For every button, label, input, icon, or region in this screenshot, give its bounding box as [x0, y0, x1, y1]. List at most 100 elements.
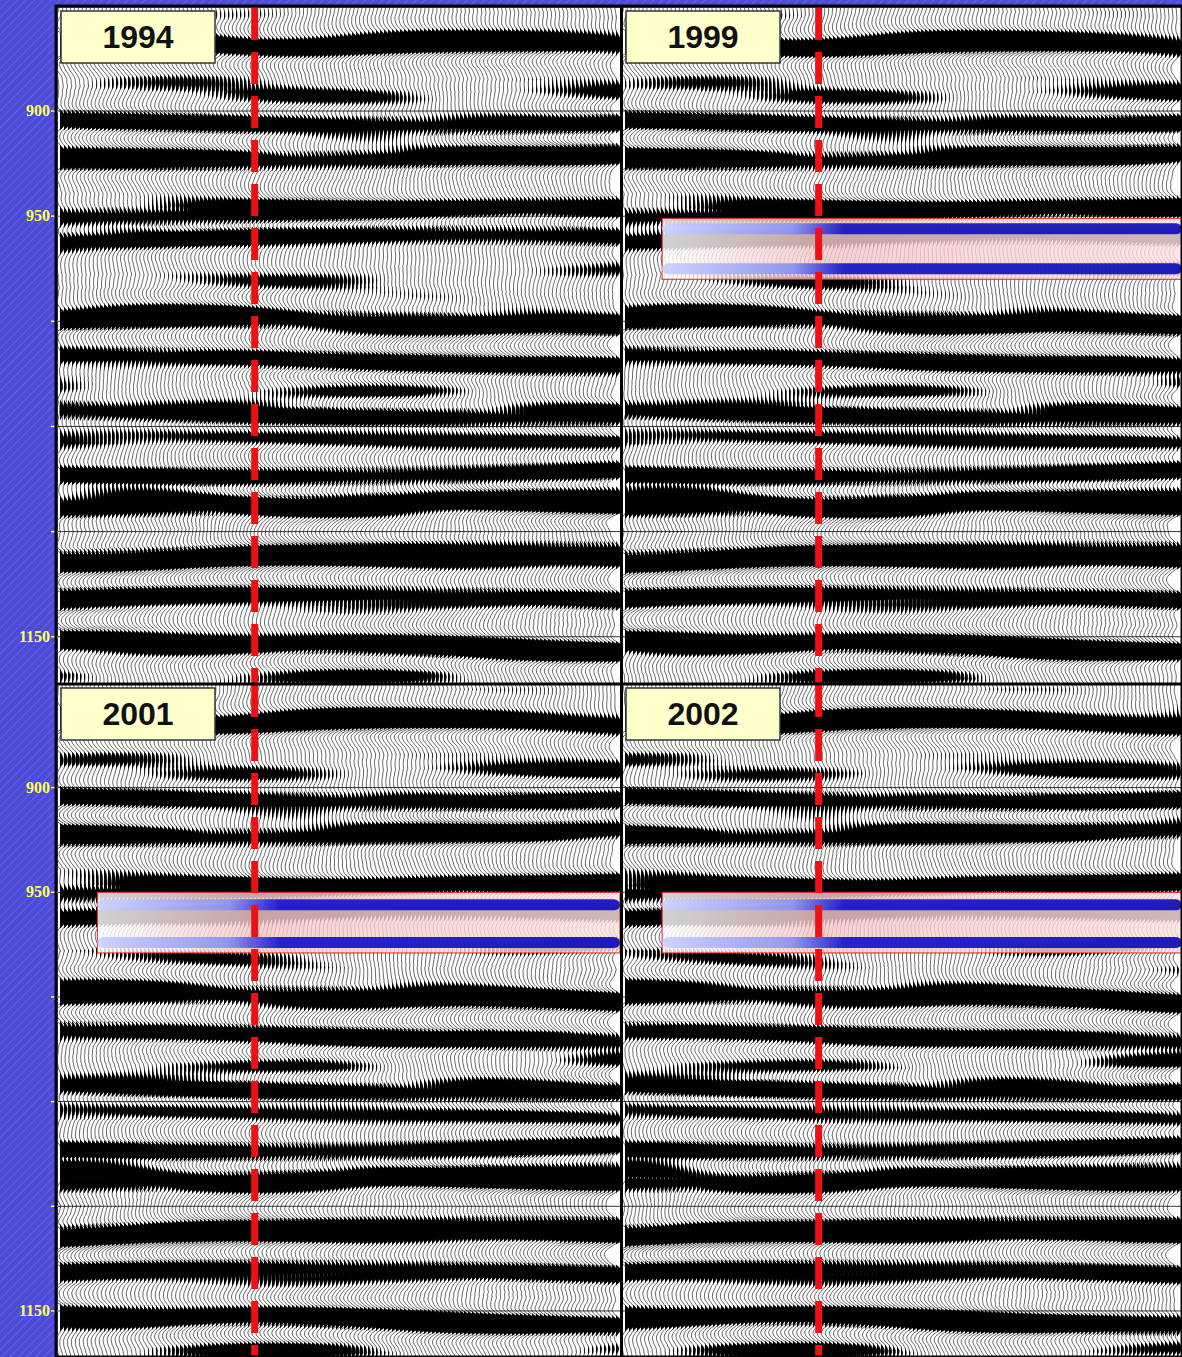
trace	[1007, 685, 1035, 1357]
trace-fill	[268, 8, 285, 683]
trace	[963, 685, 990, 1357]
trace	[216, 685, 246, 1357]
trace	[268, 685, 297, 1357]
trace	[546, 685, 572, 1357]
trace	[927, 685, 956, 1357]
trace-fill	[649, 8, 666, 683]
trace	[577, 685, 603, 1357]
trace-fill	[184, 8, 197, 683]
trace	[1137, 685, 1163, 1357]
trace-fill	[608, 8, 620, 683]
grid-line	[58, 531, 620, 532]
traces	[623, 685, 1182, 1357]
trace	[122, 8, 149, 683]
trace	[1133, 685, 1159, 1357]
reflector	[60, 195, 620, 228]
well-line	[251, 8, 258, 683]
trace	[688, 8, 711, 683]
anomaly-window	[662, 218, 1182, 279]
trace-fill	[384, 685, 403, 1357]
trace	[596, 685, 620, 1357]
trace-fill	[901, 8, 916, 683]
trace	[1076, 8, 1103, 683]
trace	[1019, 685, 1047, 1357]
reflector-lobes	[625, 786, 1182, 1337]
trace-fill	[344, 8, 361, 683]
trace	[831, 685, 858, 1357]
trace	[1141, 685, 1167, 1357]
trace	[570, 8, 598, 683]
trace	[1157, 685, 1182, 1357]
anomaly-band	[662, 937, 1182, 948]
traces	[58, 685, 620, 1357]
well-line	[815, 685, 822, 1357]
trace	[693, 685, 722, 1357]
reflector	[60, 1075, 620, 1104]
trace	[724, 685, 754, 1357]
trace	[818, 685, 845, 1357]
trace	[676, 8, 699, 683]
trace	[159, 8, 182, 683]
trace	[1068, 8, 1095, 683]
trace	[883, 685, 913, 1357]
trace-fill	[1161, 685, 1175, 1357]
separator	[620, 6, 623, 1357]
trace-fill	[729, 685, 747, 1357]
trace-fill	[1117, 8, 1135, 683]
trace	[190, 8, 214, 683]
trace	[204, 685, 234, 1357]
trace	[542, 685, 569, 1357]
anomaly-band	[97, 937, 620, 948]
trace	[895, 685, 925, 1357]
trace	[919, 8, 944, 683]
reflector	[625, 486, 1182, 519]
trace	[233, 8, 260, 683]
trace-fill	[612, 685, 620, 1357]
anomaly-band	[662, 263, 1182, 274]
trace-fill	[272, 685, 289, 1357]
plot-area	[58, 685, 620, 1357]
trace-fill	[861, 685, 880, 1357]
trace	[589, 685, 614, 1357]
label-box	[61, 688, 215, 740]
trace	[200, 685, 230, 1357]
trace	[627, 685, 649, 1357]
reflector	[60, 984, 620, 1012]
trace-fill	[288, 685, 305, 1357]
trace-fill	[276, 8, 293, 683]
trace	[1064, 8, 1091, 683]
reflector	[625, 1305, 1182, 1337]
trace	[631, 685, 653, 1357]
trace-fill	[484, 8, 499, 683]
label-box	[626, 688, 780, 740]
reflector	[60, 786, 620, 813]
panel-bg	[623, 8, 1182, 683]
anomaly-window	[97, 892, 620, 953]
trace	[163, 8, 186, 683]
trace	[585, 685, 610, 1357]
trace	[1163, 8, 1182, 683]
reflector	[625, 584, 1182, 611]
reflector	[60, 225, 620, 253]
traces	[623, 8, 1182, 683]
trace	[1072, 8, 1099, 683]
panel-bg	[623, 685, 1182, 1357]
trace	[806, 8, 835, 683]
trace	[1027, 685, 1055, 1357]
trace	[469, 8, 495, 683]
trace	[903, 685, 933, 1357]
trace	[1015, 685, 1043, 1357]
trace-fill	[813, 685, 830, 1357]
trace	[1011, 685, 1039, 1357]
trace-fill	[1145, 8, 1162, 683]
tick-label: 1150	[19, 628, 50, 645]
trace-fill	[741, 685, 759, 1357]
trace	[167, 8, 189, 683]
trace-fill	[1113, 8, 1131, 683]
trace-fill	[368, 8, 383, 683]
reflector	[60, 460, 620, 488]
trace-fill	[252, 8, 268, 683]
reflector	[625, 143, 1182, 172]
trace	[462, 685, 489, 1357]
reflector	[625, 1161, 1182, 1194]
